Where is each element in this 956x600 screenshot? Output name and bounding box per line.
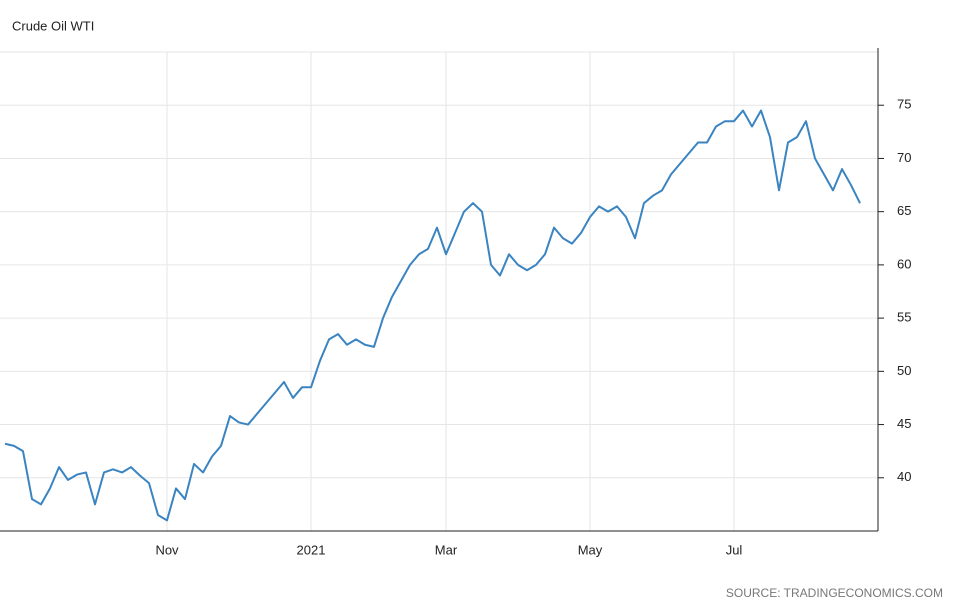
price-line [4, 109, 861, 522]
y-tick-label: 50 [897, 363, 911, 378]
y-tick-label: 60 [897, 256, 911, 271]
y-tick-label: 65 [897, 203, 911, 218]
y-tick-label: 45 [897, 416, 911, 431]
x-tick-label: Jul [726, 542, 743, 557]
source: SOURCE: TRADINGECONOMICS.COM [726, 586, 943, 600]
x-tick-label: May [578, 542, 603, 557]
x-tick-label: Mar [435, 542, 458, 557]
x-tick-label: 2021 [297, 542, 326, 557]
x-tick-label: Nov [155, 542, 179, 557]
y-tick-label: 75 [897, 97, 911, 112]
chart-title: Crude Oil WTI [12, 18, 94, 33]
y-tick-label: 55 [897, 310, 911, 325]
y-tick-label: 40 [897, 469, 911, 484]
y-tick-label: 70 [897, 150, 911, 165]
